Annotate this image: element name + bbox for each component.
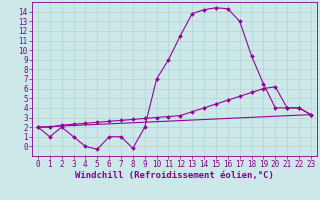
- X-axis label: Windchill (Refroidissement éolien,°C): Windchill (Refroidissement éolien,°C): [75, 171, 274, 180]
